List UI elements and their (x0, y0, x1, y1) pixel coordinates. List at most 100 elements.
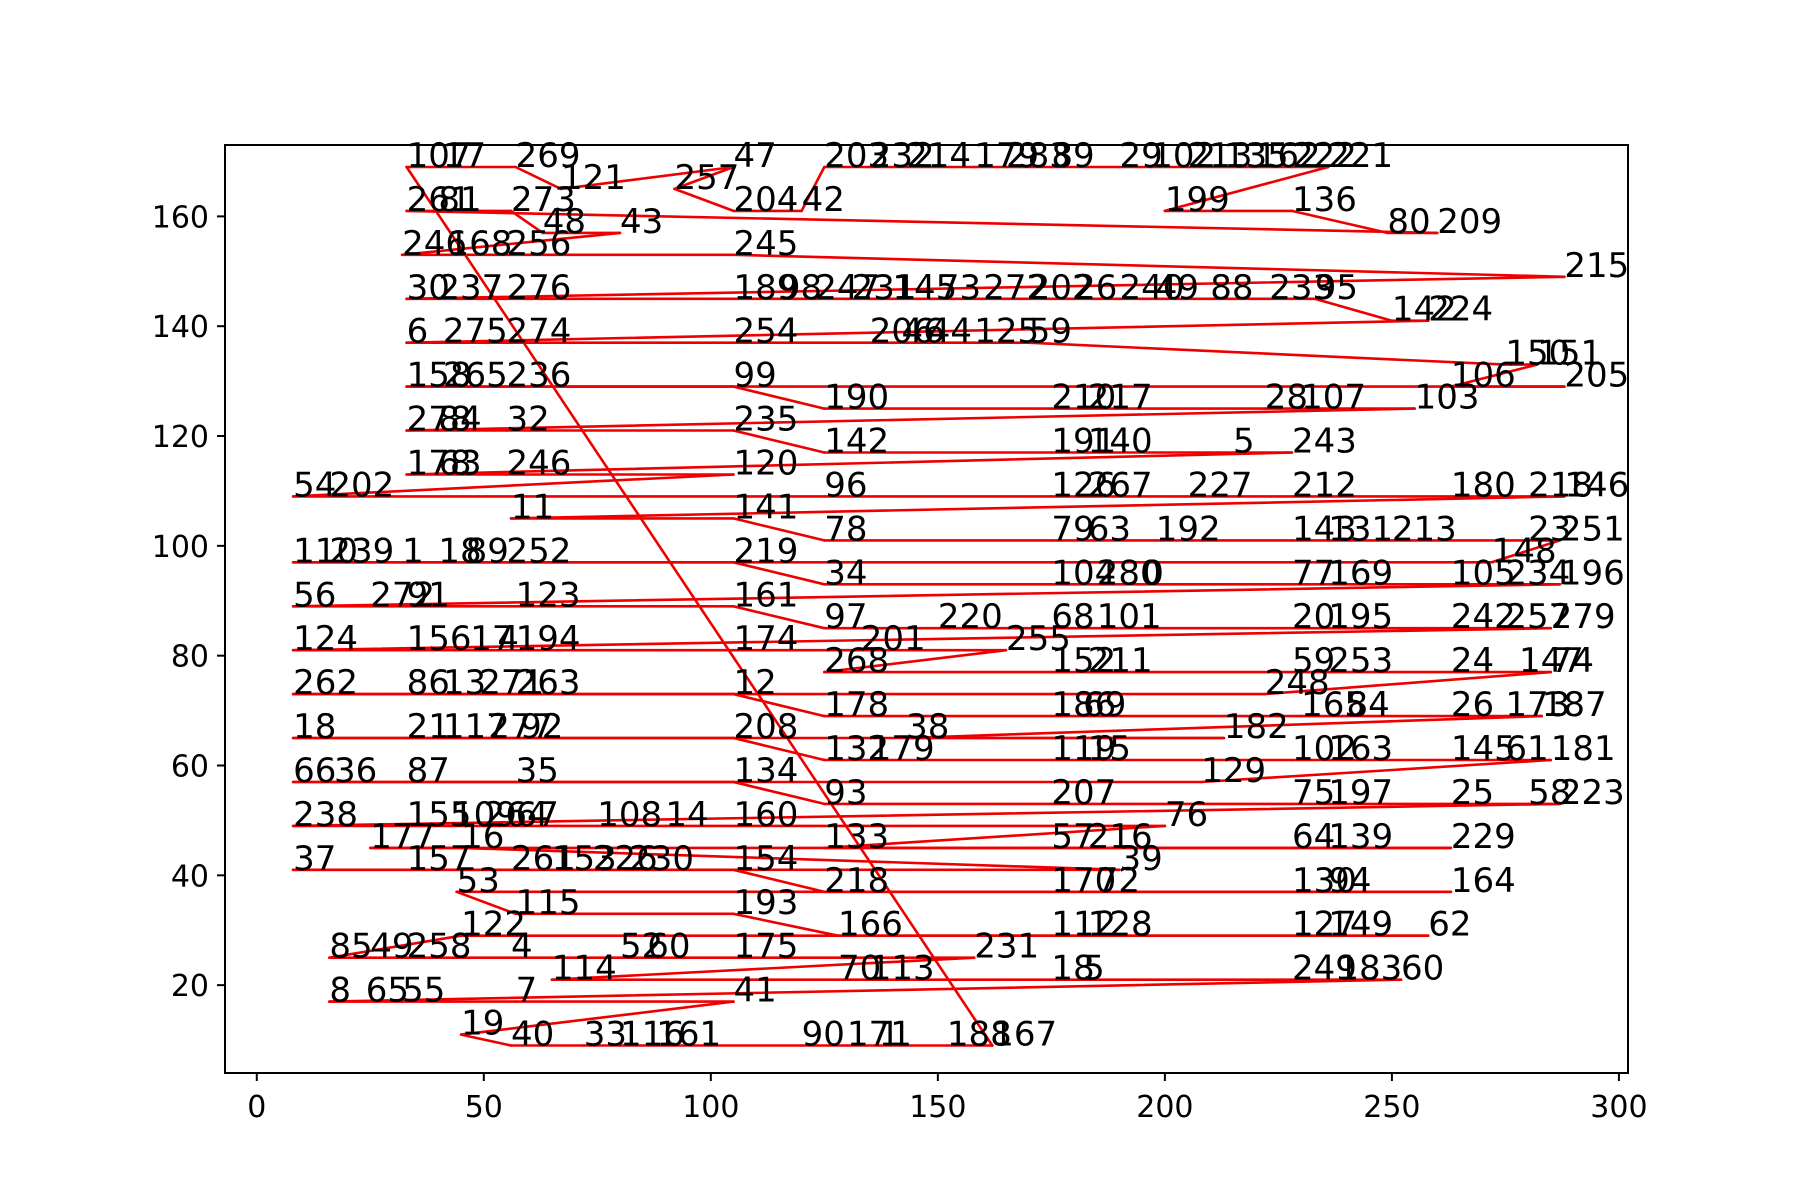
tour-segment (291, 582, 1562, 608)
y-tick-label: 120 (152, 420, 209, 455)
tour-segment (405, 165, 994, 1047)
point-label: 114 (552, 949, 617, 989)
point-label: 54 (293, 465, 336, 505)
point-label: 160 (734, 795, 799, 835)
point-label: 28 (1265, 378, 1308, 418)
point-label: 110 (293, 531, 358, 571)
point-label: 39 (1120, 839, 1163, 879)
point-label: 191 (1051, 422, 1116, 462)
point-label: 80 (1387, 202, 1430, 242)
point-label: 142 (824, 422, 889, 462)
point-label: 26 (1451, 685, 1494, 725)
tour-segment (455, 890, 517, 916)
point-label: 67 (516, 795, 559, 835)
point-label: 280 (1097, 553, 1162, 593)
point-label: 48 (543, 202, 586, 242)
tour-segment (459, 1000, 735, 1036)
point-label: 5 (1083, 949, 1105, 989)
point-label: 53 (457, 861, 500, 901)
point-label: 139 (1328, 817, 1393, 857)
tour-segment (509, 495, 1566, 520)
tour-segment (732, 736, 826, 762)
point-label: 46 (902, 312, 945, 352)
tour-segment (328, 934, 463, 960)
point-label: 88 (1210, 268, 1253, 308)
point-label: 42 (802, 180, 845, 220)
point-label: 257 (1505, 597, 1570, 637)
tour-segment (732, 780, 826, 806)
point-label: 70 (838, 949, 881, 989)
point-label: 84 (438, 400, 481, 440)
point-label: 161 (656, 1015, 721, 1055)
point-label: 63 (1088, 509, 1131, 549)
point-label: 0 (1142, 553, 1164, 593)
point-label: 121 (561, 158, 626, 198)
point-label: 63 (438, 444, 481, 484)
point-label: 60 (647, 927, 690, 967)
point-label: 236 (507, 356, 572, 396)
point-label: 36 (334, 751, 377, 791)
point-label: 261 (511, 839, 576, 879)
point-label: 152 (1051, 641, 1116, 681)
point-label: 223 (1560, 773, 1625, 813)
point-label: 7 (516, 971, 538, 1011)
point-label: 147 (1519, 641, 1584, 681)
point-label: 181 (1551, 729, 1616, 769)
point-label: 177 (370, 817, 435, 857)
point-label: 40 (511, 1015, 554, 1055)
tour-segment (559, 165, 735, 191)
point-label: 124 (293, 619, 358, 659)
point-label: 206 (870, 312, 935, 352)
point-label: 239 (329, 531, 394, 571)
point-label: 231 (974, 927, 1039, 967)
tour-segment (291, 802, 1562, 828)
point-label: 104 (1051, 553, 1116, 593)
point-label: 162 (1256, 136, 1321, 176)
point-label: 213 (1392, 509, 1457, 549)
point-label: 170 (1051, 861, 1116, 901)
point-label: 20 (1292, 597, 1335, 637)
point-label: 96 (824, 465, 867, 505)
point-label: 154 (734, 839, 799, 879)
tour-segment (550, 956, 976, 982)
point-label: 43 (620, 202, 663, 242)
point-label: 109 (452, 795, 517, 835)
tour-segment (732, 912, 840, 938)
point-label: 127 (1292, 905, 1357, 945)
point-label: 222 (1292, 136, 1357, 176)
point-label: 59 (1292, 641, 1335, 681)
point-label: 208 (734, 707, 799, 747)
point-label: 211 (1088, 641, 1153, 681)
tour-segment (1490, 539, 1562, 564)
tour-segment (732, 604, 826, 630)
y-tick-label: 160 (152, 200, 209, 235)
point-label: 242 (1451, 597, 1516, 637)
point-label: 102 (1151, 136, 1216, 176)
x-tick-label: 200 (1136, 1090, 1193, 1125)
point-label: 79 (1051, 509, 1094, 549)
tour-segment (732, 868, 826, 894)
point-label: 81 (438, 180, 481, 220)
point-label: 18 (293, 707, 336, 747)
point-label: 233 (1269, 268, 1334, 308)
point-label: 102 (1292, 729, 1357, 769)
point-label: 52 (620, 927, 663, 967)
point-label: 214 (906, 136, 971, 176)
point-label: 189 (734, 268, 799, 308)
point-label: 1 (402, 531, 424, 571)
point-label: 263 (516, 663, 581, 703)
point-label: 85 (329, 927, 372, 967)
point-label: 4 (511, 927, 533, 967)
point-label: 246 (402, 224, 467, 264)
point-label: 267 (1088, 465, 1153, 505)
point-label: 1 (879, 1015, 901, 1055)
point-label: 190 (824, 378, 889, 418)
point-label: 49 (370, 927, 413, 967)
point-label: 6 (407, 312, 429, 352)
point-label: 254 (734, 312, 799, 352)
point-label: 277 (488, 707, 553, 747)
point-label: 4 (497, 619, 519, 659)
point-label: 33 (584, 1015, 627, 1055)
tour-segment (459, 846, 1121, 872)
point-label: 251 (1560, 509, 1625, 549)
